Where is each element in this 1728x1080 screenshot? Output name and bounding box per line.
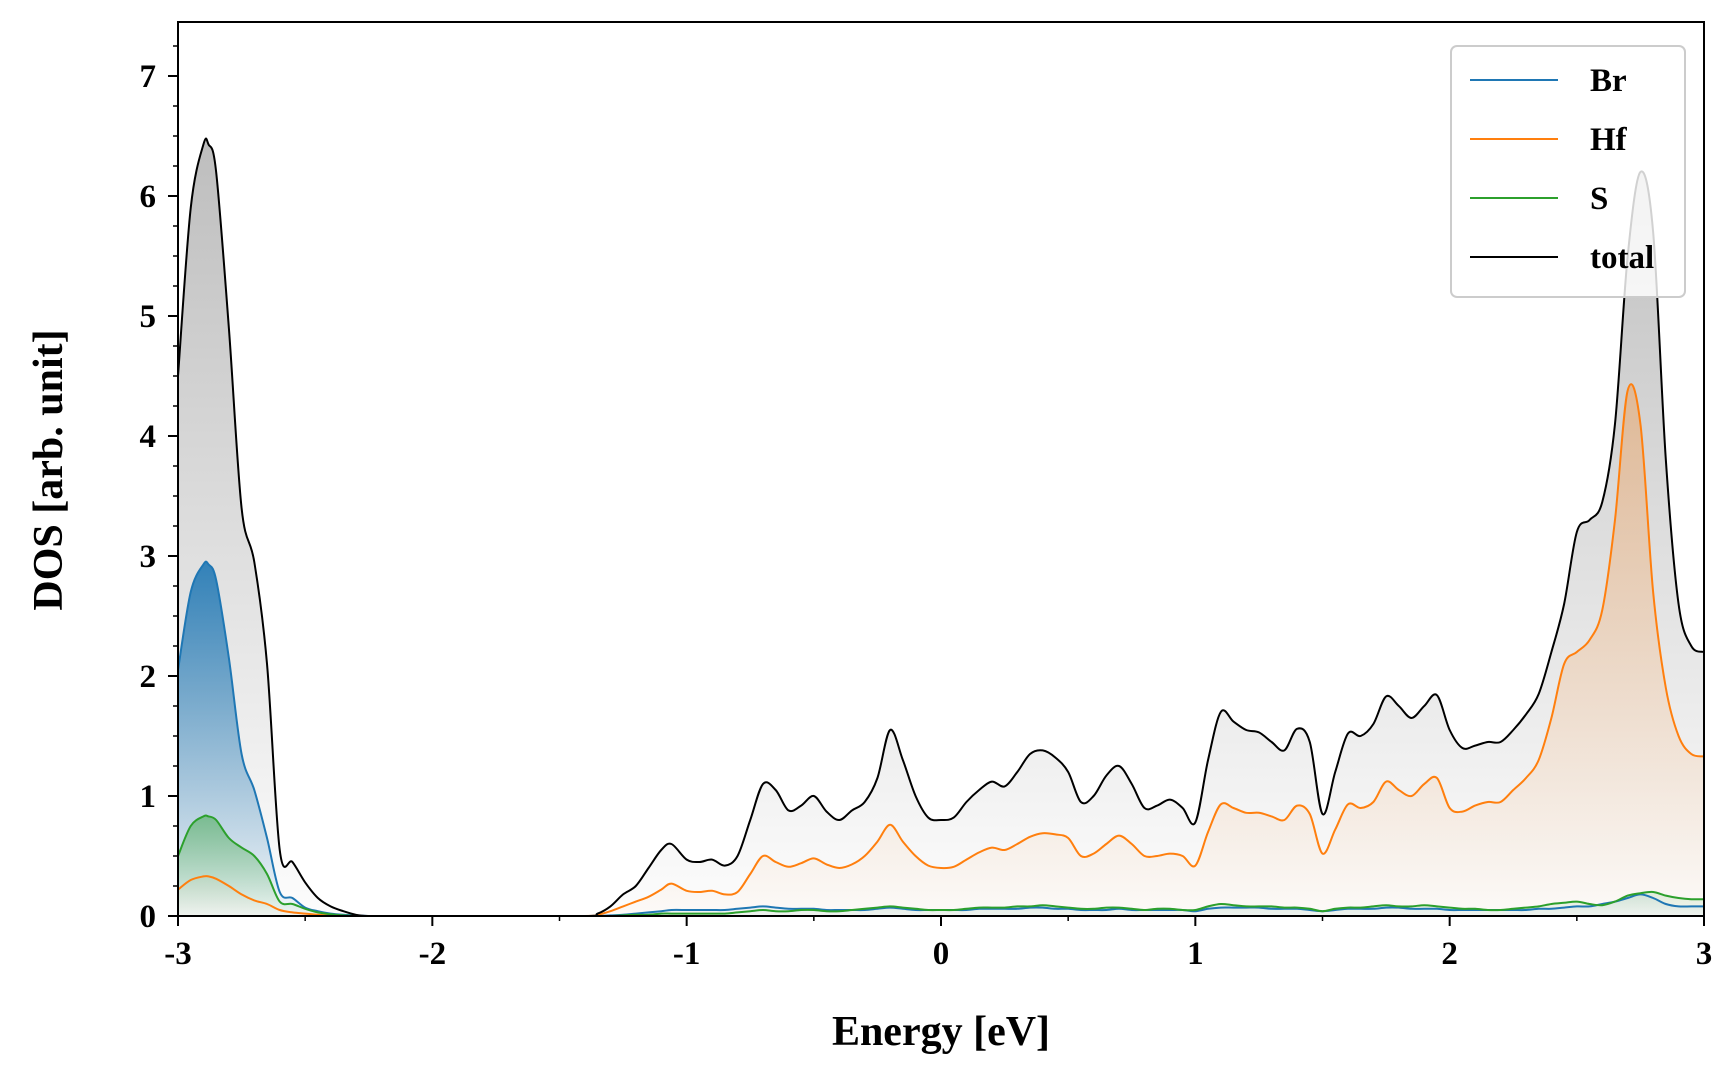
legend-label-total: total	[1590, 240, 1654, 276]
legend-label-hf: Hf	[1590, 122, 1628, 158]
x-tick-label: 1	[1187, 936, 1204, 972]
y-tick-label: 6	[140, 179, 157, 215]
y-tick-label: 0	[140, 899, 157, 935]
x-axis-title: Energy [eV]	[832, 1009, 1050, 1055]
y-tick-label: 7	[140, 59, 157, 95]
y-axis: 0 1 2 3 4 5 6 7	[140, 45, 178, 935]
series-line-total	[178, 137, 1704, 916]
series-line-s	[178, 814, 1704, 916]
y-axis-title: DOS [arb. unit]	[26, 329, 72, 610]
x-tick-label: -2	[419, 936, 447, 972]
legend-box	[1450, 45, 1686, 298]
x-axis: -3 -2 -1 0 1 2 3	[164, 916, 1712, 972]
series-fill-s	[178, 815, 1704, 916]
y-tick-label: 5	[140, 299, 157, 335]
legend-label-s: S	[1590, 181, 1608, 217]
x-tick-label: 2	[1441, 936, 1458, 972]
legend-label-br: Br	[1590, 63, 1627, 99]
x-tick-label: 0	[933, 936, 950, 972]
x-tick-label: -3	[164, 936, 192, 972]
x-tick-label: -1	[673, 936, 701, 972]
y-tick-label: 4	[140, 419, 157, 455]
y-tick-label: 3	[140, 539, 157, 575]
y-tick-label: 1	[140, 779, 157, 815]
y-tick-label: 2	[140, 659, 157, 695]
x-tick-label: 3	[1696, 936, 1713, 972]
series-line-hf	[178, 383, 1704, 916]
series-fill-hf	[178, 384, 1704, 916]
series-fills	[178, 138, 1704, 916]
